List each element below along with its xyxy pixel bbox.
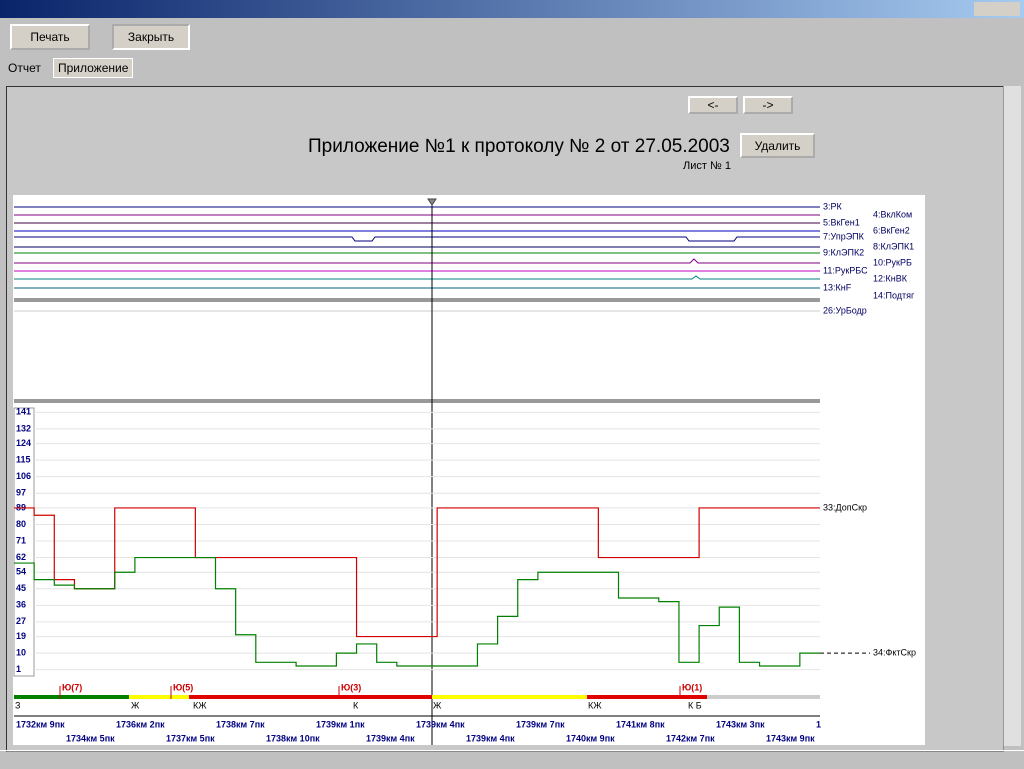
y-tick-label: 132 — [16, 423, 31, 433]
light-label: Ж — [131, 700, 140, 710]
channel-label: 7:УпрЭПК — [823, 231, 865, 241]
close-button[interactable]: Закрыть — [112, 24, 190, 50]
y-tick-label: 124 — [16, 438, 31, 448]
channel-label: 8:КлЭПК1 — [873, 241, 914, 251]
y-tick-label: 97 — [16, 488, 26, 498]
prev-button[interactable]: <- — [688, 96, 738, 114]
channel-label: 4:ВклКом — [873, 209, 912, 219]
chart-area — [13, 195, 925, 745]
channel-label: 6:ВкГен2 — [873, 225, 910, 235]
y-tick-label: 54 — [16, 567, 26, 577]
title-bar — [0, 0, 1024, 18]
channel-label: 9:КлЭПК2 — [823, 247, 864, 257]
y-tick-label: 19 — [16, 631, 26, 641]
speed-line — [14, 556, 820, 667]
tab[interactable]: Отчет — [8, 61, 41, 75]
signal-label: Ю(1) — [682, 682, 702, 692]
y-tick-label: 45 — [16, 583, 26, 593]
tab-active[interactable]: Приложение — [53, 58, 134, 78]
y-tick-label: 62 — [16, 552, 26, 562]
km-label: 1742км 7пк — [666, 733, 715, 743]
report-title: Приложение №1 к протоколу № 2 от 27.05.2… — [308, 136, 730, 157]
channel-label: 26:УрБодр — [823, 305, 867, 315]
y-tick-label: 115 — [16, 455, 31, 465]
km-label: 1738км 7пк — [216, 719, 265, 729]
signal-label: Ю(5) — [173, 682, 193, 692]
km-label: 1739км 1пк — [316, 719, 365, 729]
y-tick-label: 80 — [16, 519, 26, 529]
km-label: 1743км 9пк — [766, 733, 815, 743]
print-button[interactable]: Печать — [10, 24, 90, 50]
status-bar — [0, 750, 1024, 769]
light-label: К Б — [688, 700, 702, 710]
km-label: 1736км 2пк — [116, 719, 165, 729]
channel-label: 10:РукРБ — [873, 257, 912, 267]
km-label: 1737км 5пк — [166, 733, 215, 743]
scrollbar[interactable] — [1003, 86, 1021, 746]
signal-label: Ю(3) — [341, 682, 361, 692]
y-tick-label: 89 — [16, 502, 26, 512]
km-label: 1732км 9пк — [16, 719, 65, 729]
channel-label: 11:РукРБС — [823, 265, 868, 275]
legend-label: 34:ФктСкр — [873, 647, 916, 657]
signal-label: Ю(7) — [62, 682, 82, 692]
light-label: КЖ — [588, 700, 602, 710]
channel-label: 12:КнВК — [873, 273, 908, 283]
km-label: 1739км 4пк — [366, 733, 415, 743]
km-label: 1739км 4пк — [416, 719, 465, 729]
y-tick-label: 27 — [16, 616, 26, 626]
track-bar — [14, 695, 820, 699]
km-label: 1 — [816, 719, 821, 729]
y-tick-label: 106 — [16, 471, 31, 481]
km-label: 1739км 4пк — [466, 733, 515, 743]
channel-label: 14:Подтяг — [873, 290, 915, 300]
light-label: Ж — [433, 700, 442, 710]
light-label: К — [353, 700, 359, 710]
y-tick-label: 10 — [16, 647, 26, 657]
channel-label: 13:КнF — [823, 282, 852, 292]
next-button[interactable]: -> — [743, 96, 793, 114]
channel-label: 3:РК — [823, 201, 843, 211]
delete-button[interactable]: Удалить — [740, 133, 815, 158]
sheet-label: Лист № 1 — [683, 160, 731, 172]
channel-lines — [13, 198, 820, 745]
y-tick-label: 71 — [16, 535, 26, 545]
km-label: 1734км 5пк — [66, 733, 115, 743]
y-tick-label: 141 — [16, 407, 31, 417]
light-label: КЖ — [193, 700, 207, 710]
y-tick-label: 1 — [16, 664, 21, 674]
light-label: З — [15, 700, 20, 710]
km-label: 1743км 3пк — [716, 719, 765, 729]
channel-label: 5:ВкГен1 — [823, 217, 860, 227]
km-label: 1740км 9пк — [566, 733, 615, 743]
y-tick-label: 36 — [16, 600, 26, 610]
window-controls[interactable] — [974, 2, 1020, 16]
legend-label: 33:ДопСкр — [823, 502, 867, 512]
km-label: 1739км 7пк — [516, 719, 565, 729]
km-label: 1741км 8пк — [616, 719, 665, 729]
km-label: 1738км 10пк — [266, 733, 320, 743]
